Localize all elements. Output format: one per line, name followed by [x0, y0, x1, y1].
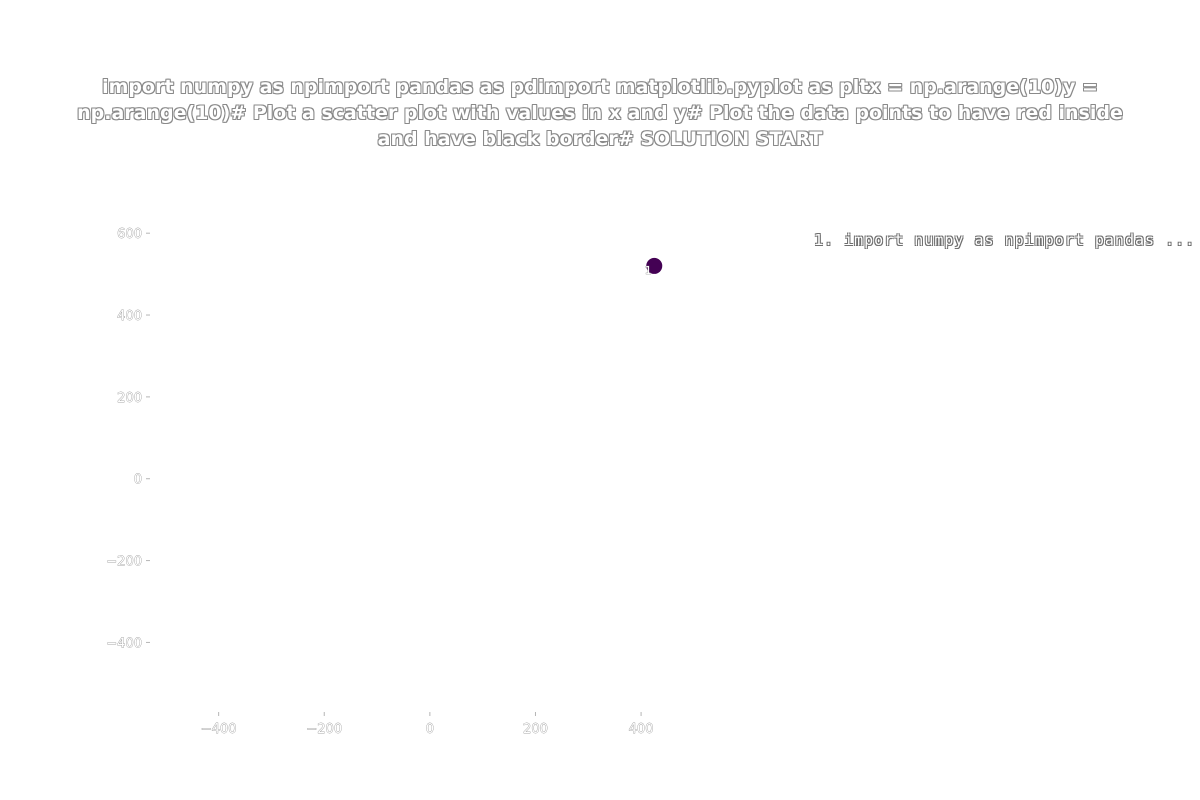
y-tick-label: −400	[106, 636, 142, 651]
y-tick-label: 600	[117, 227, 142, 242]
y-tick-label: −200	[106, 555, 142, 570]
x-tick-label: 200	[523, 722, 548, 737]
x-tick-label: 400	[629, 722, 654, 737]
y-tick-label: 400	[117, 309, 142, 324]
x-tick-label: −400	[201, 722, 237, 737]
y-tick-label: 0	[134, 473, 142, 488]
scatter-point	[646, 257, 663, 274]
chart-title: import numpy as npimport pandas as pdimp…	[77, 76, 1123, 150]
x-tick-label: 0	[426, 722, 434, 737]
point-label: 1	[645, 264, 652, 277]
x-tick-label: −200	[306, 722, 342, 737]
legend-entry: 1. import numpy as npimport pandas ...	[814, 231, 1196, 249]
axis-ticks: −400 −200 0 200 400 600 400 200 0 −200 −400	[106, 227, 654, 738]
y-tick-label: 200	[117, 391, 142, 406]
data-points: 1	[644, 257, 663, 277]
